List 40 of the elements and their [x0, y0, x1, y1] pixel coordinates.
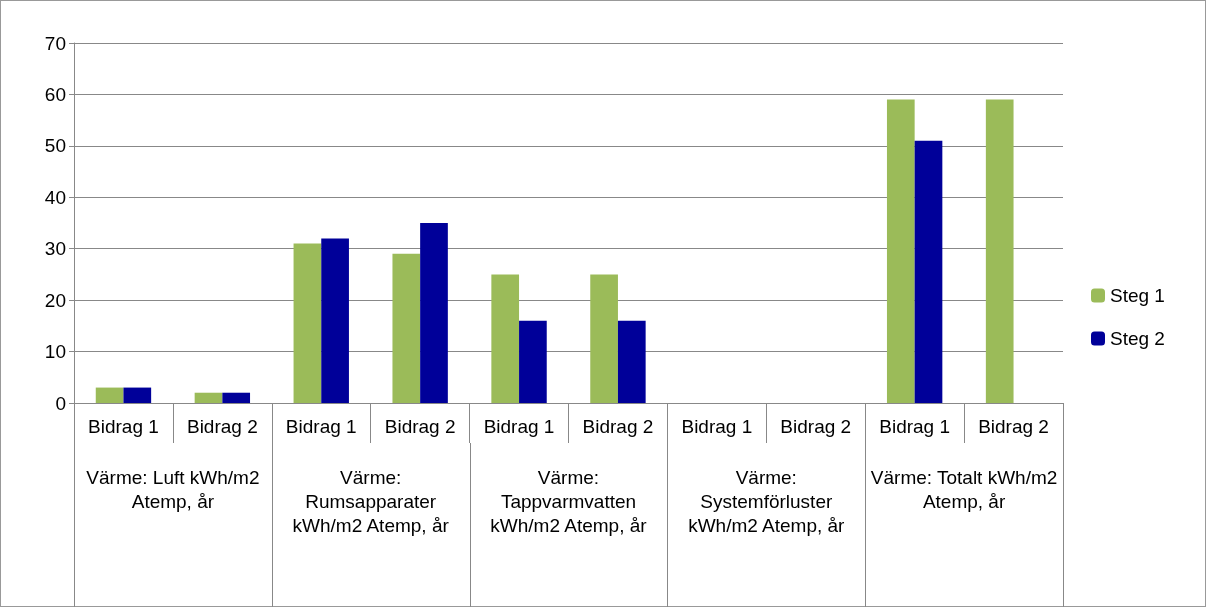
- x-tick-label: Bidrag 2: [780, 416, 852, 437]
- bar: [95, 387, 124, 403]
- bar: [222, 392, 251, 403]
- x-tick-label: Bidrag 1: [483, 416, 555, 437]
- text: Värme: Totalt kWh/m2 Atemp, år: [869, 466, 1059, 514]
- x-tick-label: Bidrag 2: [582, 416, 654, 437]
- bar: [293, 243, 322, 403]
- x-tick-label: Bidrag 1: [285, 416, 357, 437]
- y-tick-label: 0: [55, 392, 66, 414]
- bar: [886, 99, 915, 403]
- y-tick-label: 10: [44, 341, 66, 363]
- x-tick-label: Bidrag 2: [384, 416, 456, 437]
- legend-label: Steg 2: [1110, 328, 1165, 349]
- y-tick-label: 20: [44, 289, 66, 311]
- x-tick-label: Bidrag 2: [186, 416, 258, 437]
- x-tick-label: Bidrag 1: [879, 416, 951, 437]
- y-tick-label: 70: [44, 32, 66, 54]
- x-tick-label: Bidrag 1: [681, 416, 753, 437]
- legend-label: Steg 1: [1110, 285, 1165, 306]
- text: Värme: Luft kWh/m2 Atemp, år: [85, 466, 261, 514]
- bar: [985, 99, 1014, 403]
- bar: [321, 238, 349, 403]
- bar: [392, 253, 421, 403]
- y-tick-label: 30: [44, 238, 66, 260]
- text: Värme: Systemförluster kWh/m2 Atemp, år: [687, 466, 846, 538]
- bar: [123, 387, 152, 403]
- bar: [519, 320, 547, 403]
- y-tick-label: 50: [44, 135, 66, 157]
- x-tick-label: Bidrag 1: [88, 416, 159, 437]
- bar: [194, 392, 223, 403]
- bar: [617, 320, 646, 403]
- y-tick-label: 40: [44, 186, 66, 208]
- x-tick-label: Bidrag 2: [978, 416, 1049, 437]
- text: Värme: Rumsapparater kWh/m2 Atemp, år: [291, 466, 450, 538]
- bar: [420, 223, 448, 403]
- bar: [914, 140, 943, 403]
- text: Värme: Tappvarmvatten kWh/m2 Atemp, år: [489, 466, 648, 538]
- bar: [491, 274, 520, 403]
- y-tick-label: 60: [44, 83, 66, 105]
- bar: [590, 274, 618, 403]
